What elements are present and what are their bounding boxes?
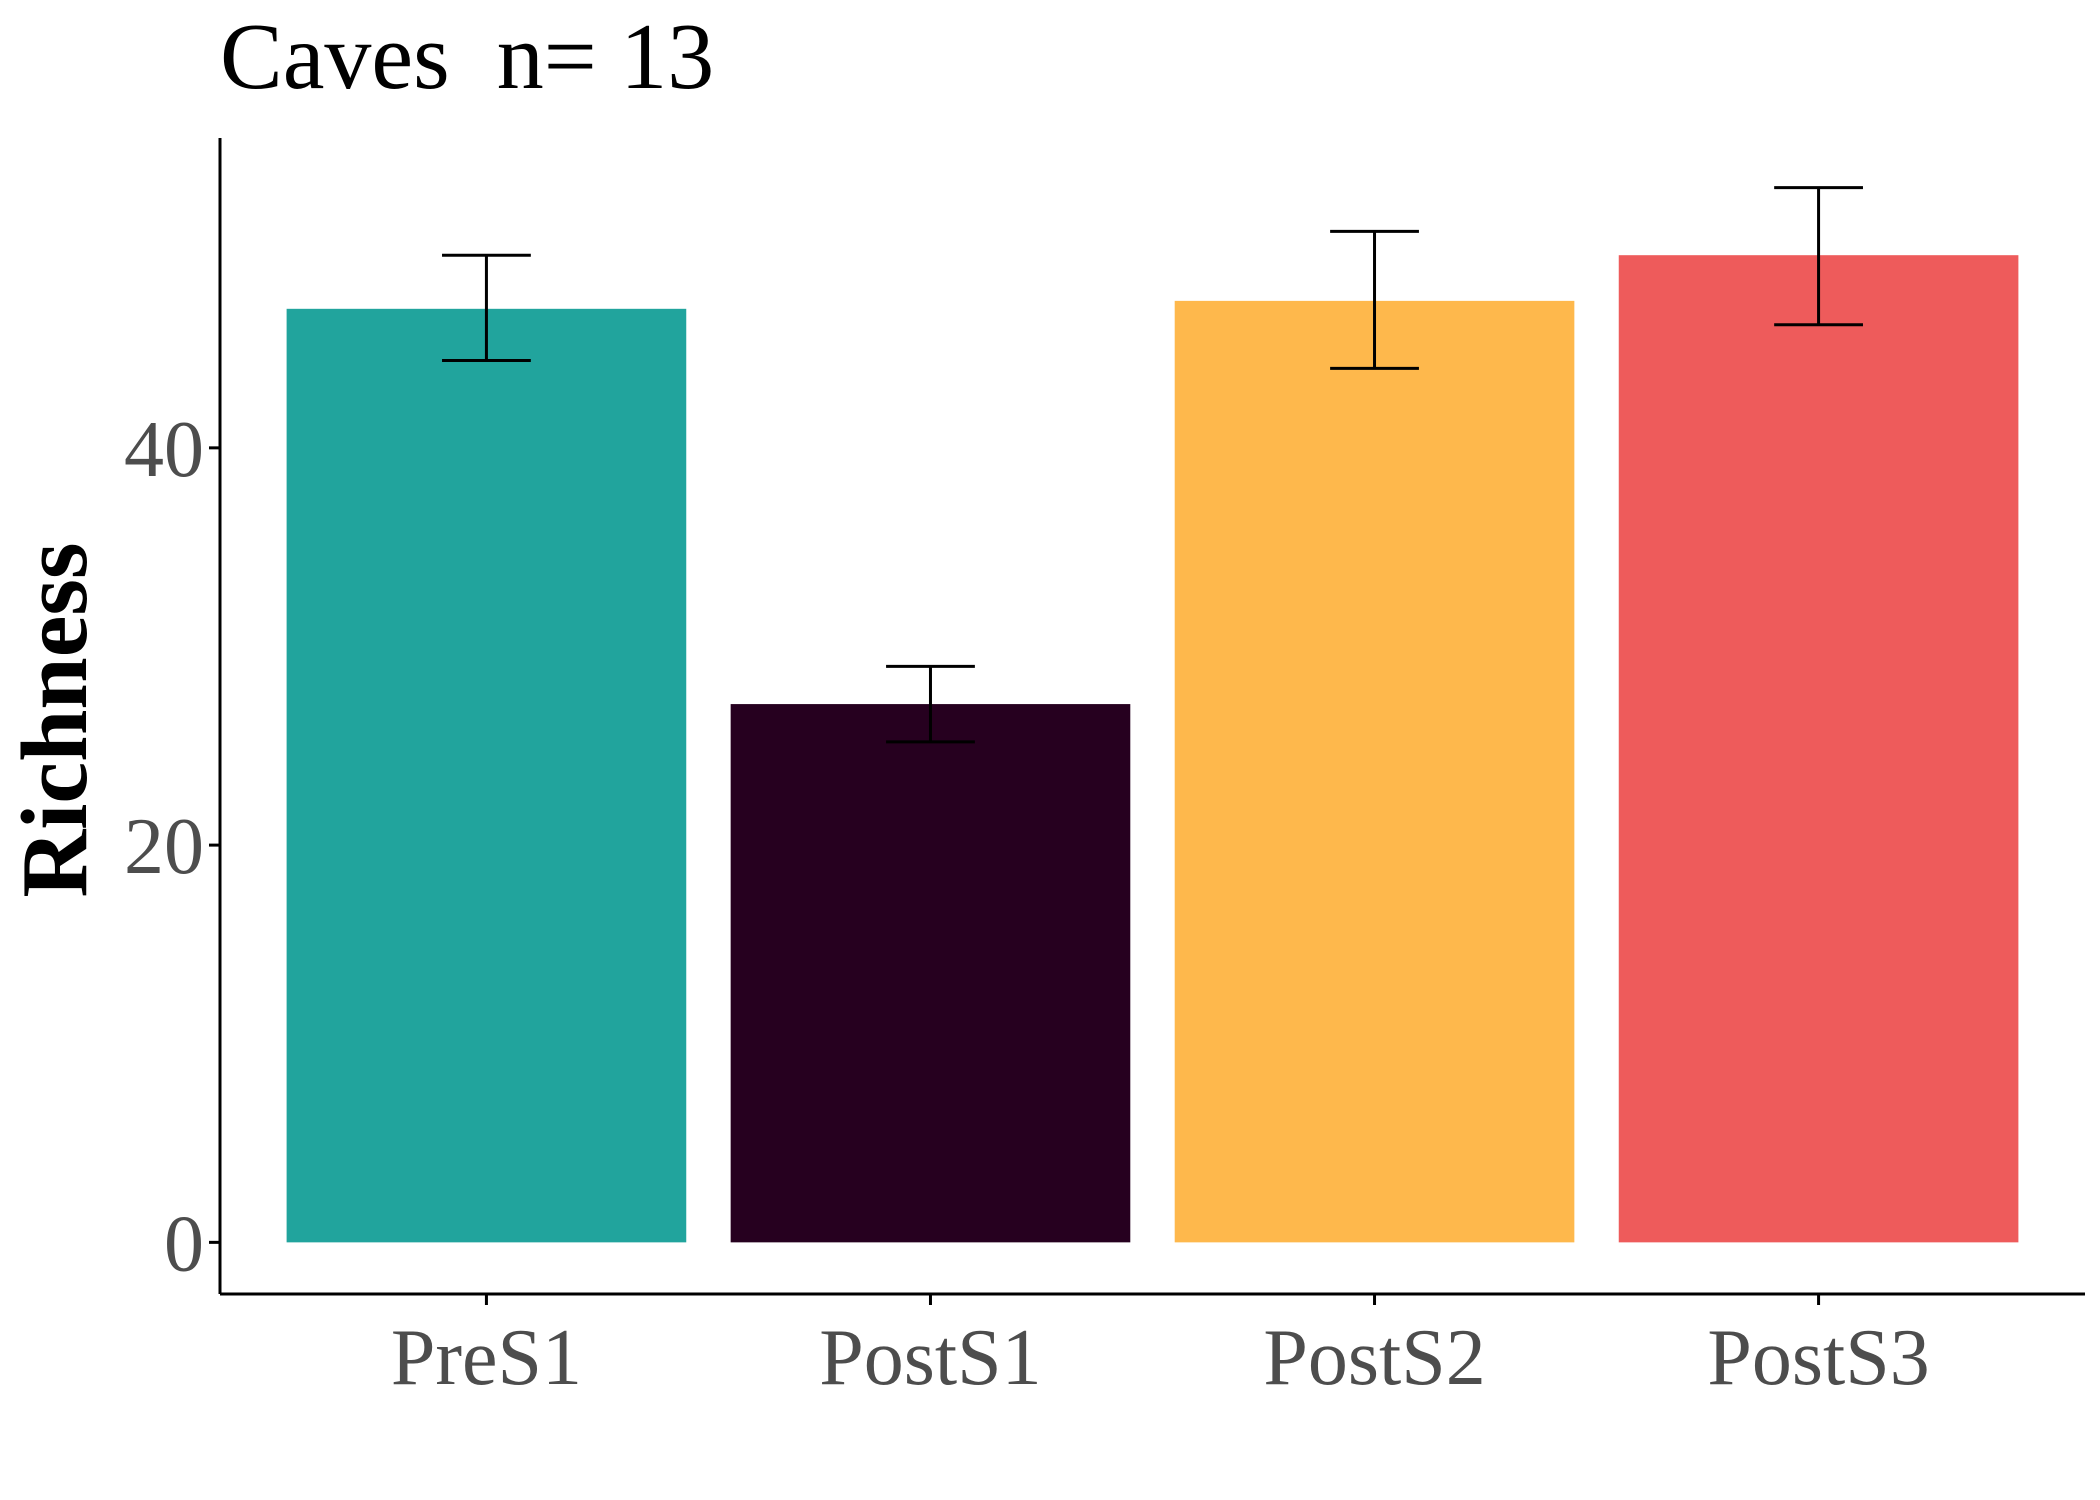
x-tick-label-posts2: PostS2 [1263, 1314, 1485, 1402]
error-bar-posts1 [886, 664, 975, 744]
error-bar-pres1 [442, 253, 531, 362]
y-tick-label: 0 [164, 1200, 204, 1288]
chart-title: Caves n= 13 [220, 5, 714, 109]
bar-pres1 [286, 308, 687, 1243]
bar-posts2 [1174, 300, 1575, 1243]
error-bar-posts2 [1330, 229, 1419, 370]
y-tick-label: 40 [124, 406, 204, 494]
error-bars-layer [442, 186, 1863, 744]
y-tick-label: 20 [124, 803, 204, 891]
y-axis-label: Richness [3, 542, 107, 897]
x-tick-label-pres1: PreS1 [391, 1314, 582, 1402]
bar-posts3 [1618, 255, 2019, 1243]
x-tick-label-posts1: PostS1 [819, 1314, 1041, 1402]
x-axis-ticks: PreS1 PostS1 PostS2 PostS3 [391, 1294, 1930, 1402]
bars-layer [286, 255, 2019, 1243]
y-axis-ticks: 0 20 40 [124, 406, 220, 1288]
x-tick-label-posts3: PostS3 [1707, 1314, 1929, 1402]
error-bar-posts3 [1774, 186, 1863, 327]
bar-posts1 [730, 704, 1131, 1243]
